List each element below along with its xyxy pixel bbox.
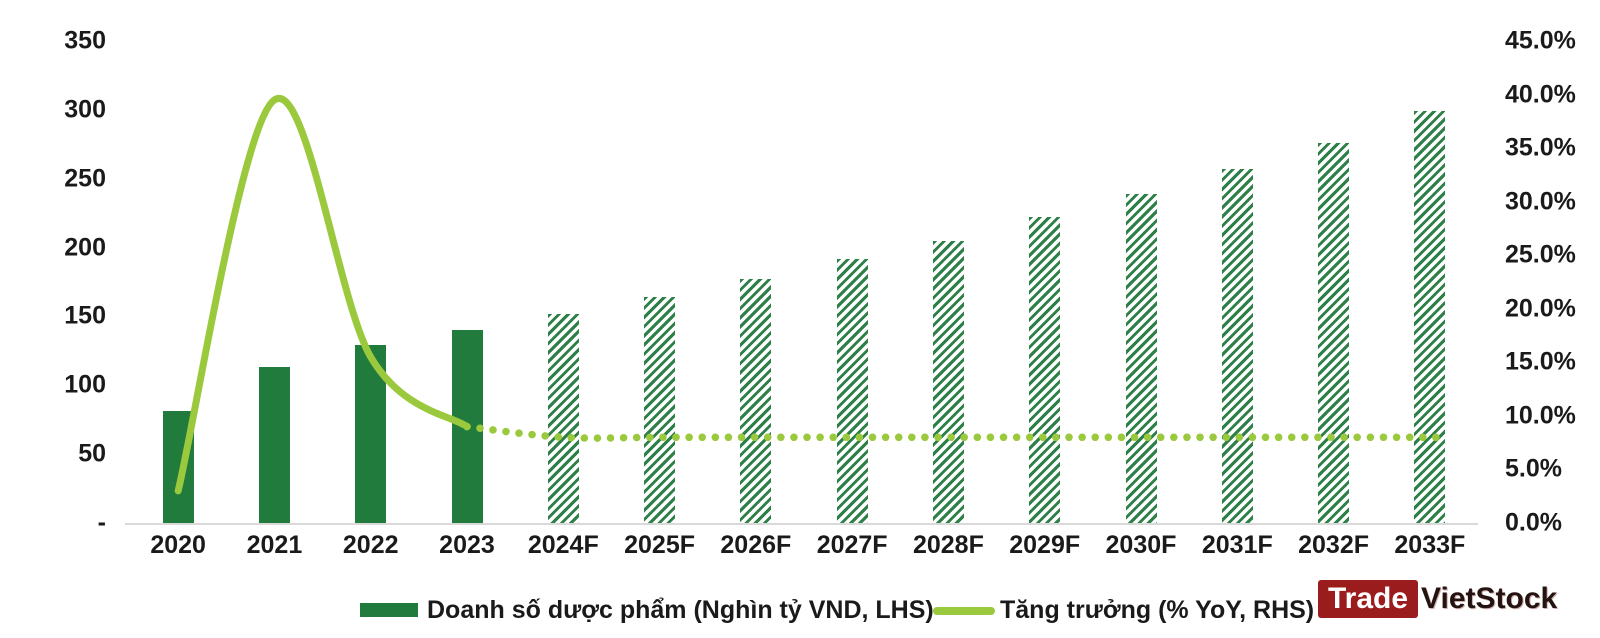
y-left-tick-label: 350: [64, 26, 106, 55]
x-tick-2030F: 2030F: [1105, 531, 1177, 559]
brand-logo: Trade VietStock: [1318, 579, 1557, 619]
legend-line-label: Tăng trưởng (% YoY, RHS): [1000, 596, 1315, 624]
bar-2030F: [1125, 193, 1157, 523]
x-axis-line: [125, 523, 1478, 525]
y-right-tick-label: 15.0%: [1505, 347, 1576, 376]
bar-2033F: [1414, 111, 1446, 523]
bar-2029F: [1029, 217, 1061, 523]
x-tick-2032F: 2032F: [1298, 531, 1369, 559]
y-left-tick-label: 150: [64, 301, 106, 330]
x-tick-2029F: 2029F: [1009, 531, 1081, 559]
y-right-tick-label: 40.0%: [1505, 80, 1576, 109]
x-tick-2024F: 2024F: [527, 531, 599, 559]
bar-2023: [451, 330, 483, 523]
x-tick-2020: 2020: [150, 531, 206, 559]
x-tick-2027F: 2027F: [816, 531, 888, 559]
legend-line-swatch: [933, 607, 995, 615]
brand-logo-vietstock: VietStock: [1421, 582, 1558, 615]
y-right-tick-label: 25.0%: [1505, 240, 1576, 269]
y-left-tick-label: 200: [64, 233, 106, 262]
y-left-tick-label: 300: [64, 95, 106, 124]
x-tick-2022: 2022: [342, 531, 399, 559]
bar-2020: [162, 411, 194, 523]
legend-bar-swatch: [360, 603, 418, 617]
bar-2026F: [740, 279, 772, 523]
bar-2022: [355, 345, 387, 523]
bar-2032F: [1318, 142, 1350, 523]
bar-2031F: [1221, 169, 1253, 523]
bar-2021: [258, 367, 290, 523]
bar-2028F: [932, 240, 964, 523]
legend-bar-label: Doanh số dược phẩm (Nghìn tỷ VND, LHS): [427, 596, 934, 624]
y-left-tick-label: -: [97, 508, 106, 537]
x-tick-2026F: 2026F: [720, 531, 792, 559]
brand-logo-trade: Trade: [1318, 580, 1419, 618]
y-right-tick-label: 20.0%: [1505, 294, 1576, 323]
y-right-tick-label: 30.0%: [1505, 187, 1576, 216]
bar-2027F: [836, 258, 868, 523]
y-right-tick-label: 45.0%: [1505, 26, 1576, 55]
x-tick-2031F: 2031F: [1201, 531, 1273, 559]
y-right-tick-label: 0.0%: [1505, 508, 1562, 537]
y-left-tick-label: 100: [64, 370, 106, 399]
x-tick-2033F: 2033F: [1394, 531, 1466, 559]
bar-2025F: [644, 297, 676, 523]
x-tick-2025F: 2025F: [624, 531, 695, 559]
x-tick-2021: 2021: [246, 531, 303, 559]
x-tick-2023: 2023: [439, 531, 495, 559]
y-left-tick-label: 50: [78, 439, 106, 468]
y-right-tick-label: 10.0%: [1505, 401, 1576, 430]
y-right-tick-label: 35.0%: [1505, 133, 1576, 162]
y-right-tick-label: 5.0%: [1505, 454, 1562, 483]
growth-line-historical: [174, 94, 471, 495]
x-tick-2028F: 2028F: [912, 531, 984, 559]
bar-2024F: [547, 313, 579, 523]
y-left-tick-label: 250: [64, 164, 106, 193]
